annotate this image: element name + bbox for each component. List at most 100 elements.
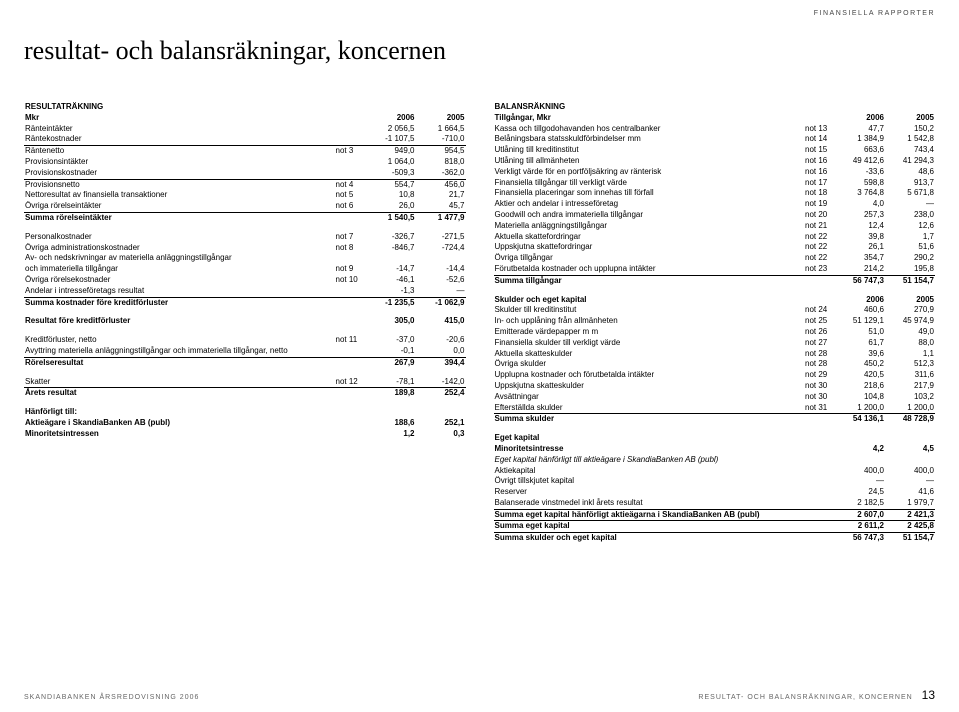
right-row-7-label: Aktier och andelar i intresseföretag [494,199,802,210]
right-row-5-v1: 598,8 [835,178,885,189]
left-row-8-note [332,212,366,223]
left-row-29-v1: 1,2 [366,429,416,440]
right-row-24-label: Uppskjutna skatteskulder [494,381,802,392]
right-row-2-note: not 15 [801,145,835,156]
left-row-4-note [332,168,366,179]
right-row-4-note: not 16 [801,167,835,178]
right-row-18-v2: 45 974,9 [885,316,935,327]
right-row-35-note [801,498,835,509]
right-row-20-note: not 27 [801,338,835,349]
left-row-22-label: Rörelseresultat [24,357,332,368]
left-row-18-note [332,316,366,327]
left-row-21-v2: 0,0 [416,346,466,357]
right-row-37-label: Summa eget kapital [494,521,802,533]
right-row-16-note [801,295,835,306]
left-row-18-label: Resultat före kreditförluster [24,316,332,327]
left-row-12-v2 [416,253,466,264]
right-row-6-v2: 5 671,8 [885,188,935,199]
right-row-11-label: Uppskjutna skattefordringar [494,242,802,253]
left-row-22-v1: 267,9 [366,357,416,368]
right-row-24-v2: 217,9 [885,381,935,392]
right-row-13-v1: 214,2 [835,264,885,275]
right-row-18-note: not 25 [801,316,835,327]
left-row-2-label: Räntenetto [24,146,332,157]
right-row-10-v1: 39,8 [835,232,885,243]
left-row-11-v2: -724,4 [416,243,466,254]
left-row-22-note [332,357,366,368]
right-row-26-v2: 1 200,0 [885,403,935,414]
right-row-0-note: not 13 [801,124,835,135]
left-row-13-v1: -14,7 [366,264,416,275]
right-row-23-v1: 420,5 [835,370,885,381]
left-row-4-v1: -509,3 [366,168,416,179]
right-row-13-label: Förutbetalda kostnader och upplupna intä… [494,264,802,275]
left-row-4-v2: -362,0 [416,168,466,179]
left-row-24-v1: -78,1 [366,377,416,388]
right-row-29-label: Eget kapital [494,433,802,444]
right-row-8-v1: 257,3 [835,210,885,221]
right-row-33-v1: — [835,476,885,487]
left-row-3-label: Provisionsintäkter [24,157,332,168]
left-row-24-v2: -142,0 [416,377,466,388]
footer-right: RESULTAT- OCH BALANSRÄKNINGAR, KONCERNEN… [698,688,935,702]
right-row-27-v2: 48 728,9 [885,414,935,425]
right-row-18-v1: 51 129,1 [835,316,885,327]
right-row-14-v1: 56 747,3 [835,275,885,286]
right-row-9-note: not 21 [801,221,835,232]
left-row-6-label: Nettoresultat av finansiella transaktion… [24,190,332,201]
left-row-1-v2: -710,0 [416,134,466,145]
right-row-22-v2: 512,3 [885,359,935,370]
left-row-6-note: not 5 [332,190,366,201]
right-row-19-v2: 49,0 [885,327,935,338]
left-row-20-v2: -20,6 [416,335,466,346]
left-row-14-label: Övriga rörelsekostnader [24,275,332,286]
right-column: BALANSRÄKNINGTillgångar, Mkr20062005Kass… [494,100,936,544]
right-row-12-label: Övriga tillgångar [494,253,802,264]
right-row-24-note: not 30 [801,381,835,392]
right-row-10-label: Aktuella skattefordringar [494,232,802,243]
left-row-15-note [332,286,366,297]
right-row-36-note [801,509,835,521]
right-row-21-label: Aktuella skatteskulder [494,349,802,360]
left-row-1-note [332,134,366,145]
left-row-3-v1: 1 064,0 [366,157,416,168]
left-row-13-note: not 9 [332,264,366,275]
right-row-5-label: Finansiella tillgångar till verkligt vär… [494,178,802,189]
right-row-33-note [801,476,835,487]
right-row-21-v2: 1,1 [885,349,935,360]
left-row-0-v2: 1 664,5 [416,124,466,135]
left-column: RESULTATRÄKNINGMkr20062005Ränteintäkter2… [24,100,466,544]
left-row-14-note: not 10 [332,275,366,286]
left-col-label: Mkr [24,113,332,124]
left-row-5-v1: 554,7 [366,179,416,190]
right-row-27-note [801,414,835,425]
right-row-37-note [801,521,835,533]
right-row-14-note [801,275,835,286]
right-row-37-v1: 2 611,2 [835,521,885,533]
left-row-20-label: Kreditförluster, netto [24,335,332,346]
right-row-14-v2: 51 154,7 [885,275,935,286]
right-row-32-label: Aktiekapital [494,466,802,477]
footer-left: SKANDIABANKEN ÅRSREDOVISNING 2006 [24,694,199,701]
right-row-34-note [801,487,835,498]
left-row-20-v1: -37,0 [366,335,416,346]
right-row-13-note: not 23 [801,264,835,275]
left-row-22-v2: 394,4 [416,357,466,368]
right-row-6-label: Finansiella placeringar som innehas till… [494,188,802,199]
left-row-15-v1: -1,3 [366,286,416,297]
right-row-22-label: Övriga skulder [494,359,802,370]
left-row-28-v1: 188,6 [366,418,416,429]
right-row-3-v2: 41 294,3 [885,156,935,167]
right-row-20-v1: 61,7 [835,338,885,349]
left-row-13-v2: -14,4 [416,264,466,275]
right-row-7-note: not 19 [801,199,835,210]
left-row-14-v1: -46,1 [366,275,416,286]
right-row-5-note: not 17 [801,178,835,189]
right-row-3-v1: 49 412,6 [835,156,885,167]
right-row-6-note: not 18 [801,188,835,199]
left-row-8-v2: 1 477,9 [416,212,466,223]
right-row-12-v2: 290,2 [885,253,935,264]
right-row-5-v2: 913,7 [885,178,935,189]
left-row-7-note: not 6 [332,201,366,212]
right-row-22-v1: 450,2 [835,359,885,370]
